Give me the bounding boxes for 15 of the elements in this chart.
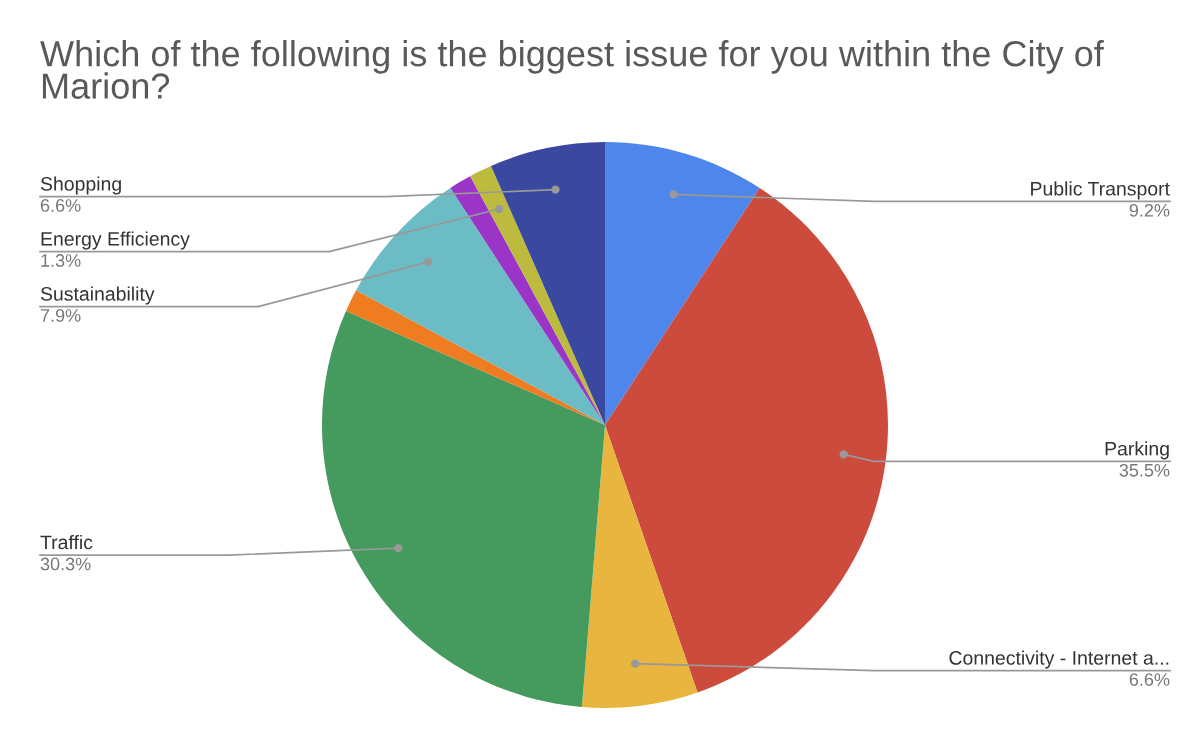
slice-label: Energy Efficiency bbox=[41, 231, 190, 250]
data-label: 6.6% bbox=[1129, 673, 1170, 686]
data-label: 7.9% bbox=[40, 309, 81, 322]
data-label: 6.6% bbox=[40, 199, 81, 212]
chart-title: Which of the following is the biggest issue for you within the City of Marion? bbox=[40, 40, 1104, 99]
slice-label: Shopping bbox=[40, 176, 121, 195]
slice-label: Traffic bbox=[40, 534, 93, 550]
slice-label: Public Transport bbox=[1031, 181, 1170, 200]
data-label: 30.3% bbox=[40, 557, 91, 571]
data-label: 35.5% bbox=[1119, 463, 1170, 477]
data-label: 9.2% bbox=[1129, 203, 1170, 217]
data-label: 1.3% bbox=[41, 254, 81, 267]
slice-label: Sustainability bbox=[40, 286, 155, 305]
slice-label: Connectivity - Internet a... bbox=[949, 650, 1169, 669]
slice-label: Parking bbox=[1105, 441, 1169, 460]
